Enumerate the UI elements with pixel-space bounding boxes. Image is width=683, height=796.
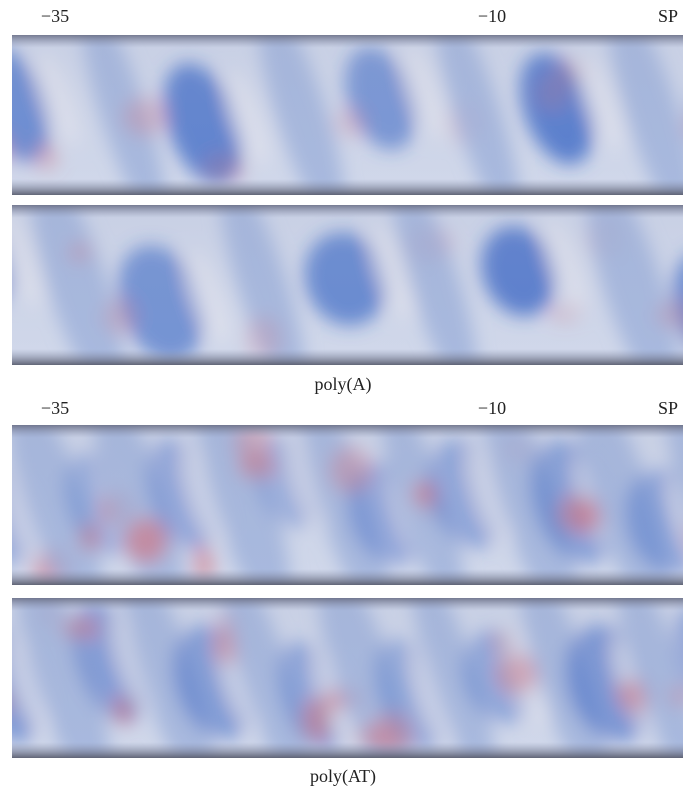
- dna-surface-strip: [0, 382, 683, 629]
- dna-surface-strip: [0, 162, 683, 408]
- positive-region: [0, 130, 13, 165]
- dna-surface-strip: [0, 555, 683, 796]
- strip-edge-shading: [12, 425, 683, 585]
- strip-edge-shading: [12, 598, 683, 758]
- caption: poly(AT): [310, 766, 376, 787]
- strip-edge-shading: [12, 35, 683, 195]
- position-label: −10: [478, 6, 506, 26]
- position-label: −10: [478, 398, 506, 418]
- positive-region: [0, 690, 14, 713]
- position-label: SP: [658, 6, 678, 26]
- figure: −35 −10 SP poly(A) −35 −10 SP poly(AT): [0, 0, 683, 796]
- caption: poly(A): [315, 374, 372, 395]
- position-label: SP: [658, 398, 678, 418]
- dna-surface-strip: [0, 0, 683, 238]
- position-label: −35: [41, 398, 69, 418]
- strip-edge-shading: [12, 205, 683, 365]
- position-label: −35: [41, 6, 69, 26]
